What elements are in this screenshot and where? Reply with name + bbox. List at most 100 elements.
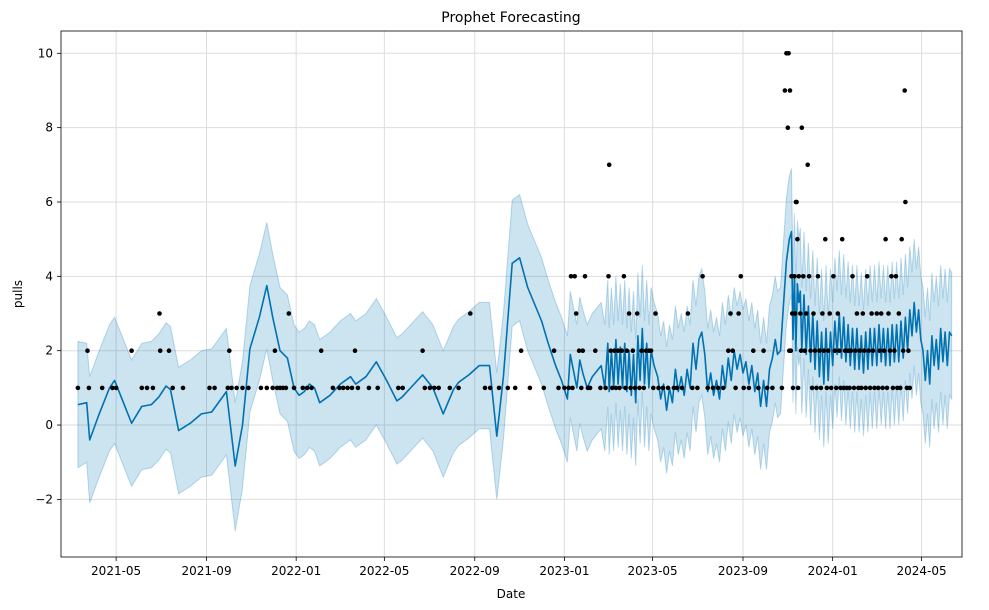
observed-point — [570, 385, 575, 391]
observed-point — [837, 348, 842, 354]
observed-point — [304, 385, 310, 391]
observed-point — [853, 348, 858, 354]
observed-point — [733, 385, 738, 391]
observed-point — [355, 385, 361, 391]
forecast-line — [77, 230, 953, 467]
observed-point — [811, 311, 816, 316]
y-axis-label: pulls — [11, 280, 25, 308]
observed-point — [710, 385, 716, 391]
observed-point — [751, 348, 756, 354]
observed-point — [207, 385, 212, 391]
chart-title: Prophet Forecasting — [441, 10, 580, 26]
observed-point — [85, 348, 90, 354]
observed-point — [792, 274, 797, 279]
observed-point — [899, 236, 904, 242]
x-axis-label: Date — [497, 587, 526, 601]
x-tick-label: 2021-05 — [91, 564, 141, 578]
observed-point — [695, 385, 700, 391]
observed-point — [366, 385, 372, 391]
observed-point — [229, 385, 234, 391]
observed-point — [815, 274, 821, 279]
observed-point — [824, 385, 830, 391]
observed-point — [270, 385, 276, 391]
observed-point — [779, 385, 785, 391]
observed-point — [814, 385, 819, 391]
observed-point — [887, 348, 893, 354]
observed-point — [422, 385, 428, 391]
observed-point — [893, 274, 899, 279]
observed-point — [349, 385, 355, 391]
observed-point — [432, 385, 437, 391]
observed-point — [906, 348, 911, 354]
observed-point — [656, 385, 661, 391]
x-tick-label: 2021-09 — [181, 564, 231, 578]
observed-point — [821, 348, 827, 354]
observed-point — [877, 348, 882, 354]
observed-point — [728, 311, 733, 316]
observed-point — [606, 274, 611, 279]
y-tick-label: 10 — [38, 46, 53, 60]
observed-point — [832, 348, 838, 354]
observed-point — [715, 385, 721, 391]
observed-point — [794, 199, 799, 205]
observed-point — [258, 385, 264, 391]
x-axis-ticks: 2021-05 2021-09 2022-01 2022-05 2022-09 2023-… — [91, 557, 947, 578]
observed-point — [806, 274, 812, 279]
observed-point — [170, 385, 175, 391]
observed-point — [166, 348, 172, 354]
observed-point — [637, 385, 642, 391]
observed-point — [685, 311, 691, 316]
observed-point — [110, 385, 115, 391]
observed-point — [330, 385, 336, 391]
observed-point — [847, 385, 852, 391]
observed-point — [447, 385, 453, 391]
observed-point — [580, 348, 586, 354]
observed-point — [527, 385, 533, 391]
observed-point — [144, 385, 150, 391]
observed-point — [862, 348, 867, 354]
observed-point — [828, 385, 834, 391]
observed-point — [886, 311, 891, 316]
observed-point — [741, 385, 746, 391]
observed-point — [808, 348, 813, 354]
observed-point — [420, 348, 425, 354]
observed-point — [225, 385, 231, 391]
observed-point — [792, 311, 798, 316]
observed-point — [598, 385, 603, 391]
observed-point — [482, 385, 488, 391]
observed-point — [730, 348, 735, 354]
observed-point — [834, 385, 839, 391]
observed-point — [608, 348, 613, 354]
observed-point — [113, 385, 119, 391]
observed-point — [738, 274, 744, 279]
observed-point — [857, 348, 863, 354]
observed-point — [617, 385, 622, 391]
observed-point — [340, 385, 346, 391]
observed-point — [624, 348, 630, 354]
observed-point — [782, 88, 788, 93]
observed-point — [400, 385, 406, 391]
observed-point — [75, 385, 81, 391]
observed-point — [291, 385, 297, 391]
observed-point — [764, 385, 770, 391]
observed-point — [606, 162, 612, 168]
observed-point — [726, 348, 731, 354]
observed-point — [129, 348, 134, 354]
observed-point — [881, 348, 887, 354]
observed-point — [556, 385, 561, 391]
observed-point — [264, 385, 270, 391]
observed-point — [805, 162, 810, 168]
observed-point — [817, 348, 822, 354]
observed-point — [831, 274, 836, 279]
observed-point — [375, 385, 381, 391]
observed-point — [639, 348, 644, 354]
observed-point — [566, 385, 572, 391]
observed-point — [576, 348, 582, 354]
forecast-line-path — [77, 230, 953, 467]
observed-point — [436, 385, 442, 391]
observed-point — [839, 236, 845, 242]
observed-point — [795, 236, 800, 242]
x-tick-label: 2023-09 — [718, 564, 768, 578]
observed-point — [568, 274, 574, 279]
